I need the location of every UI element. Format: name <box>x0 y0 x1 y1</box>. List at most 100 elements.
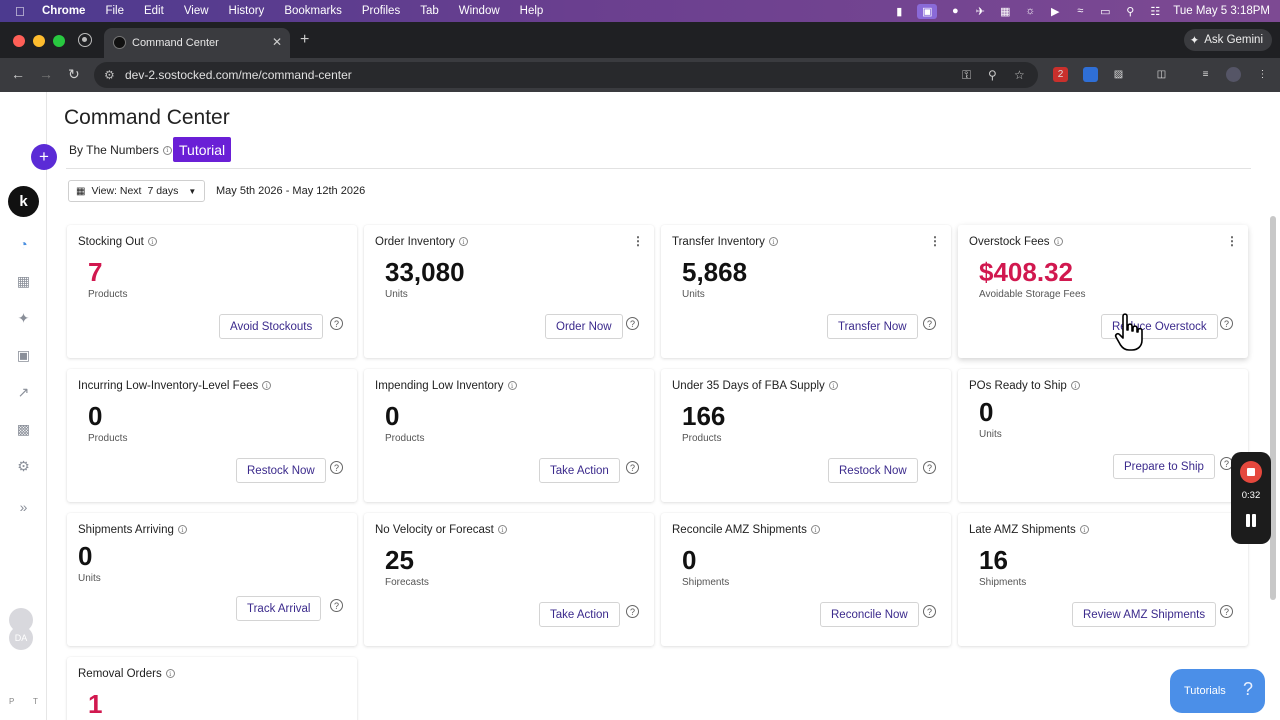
dashboard-gauge-icon[interactable]: ◔ <box>19 236 28 252</box>
help-icon[interactable]: ? <box>626 461 639 474</box>
track-arrival-button[interactable]: Track Arrival <box>236 596 322 621</box>
profile-avatar-icon[interactable] <box>1226 67 1241 82</box>
restock-now-button[interactable]: Restock Now <box>236 458 326 483</box>
control-center-icon[interactable]: ☷ <box>1150 5 1161 18</box>
settings-gears-icon[interactable]: ⚙ <box>17 457 30 474</box>
help-icon[interactable]: ? <box>330 599 343 612</box>
info-icon[interactable]: i <box>810 525 820 535</box>
side-panel-icon[interactable]: ◫ <box>1156 69 1167 80</box>
help-icon[interactable]: ? <box>330 317 343 330</box>
inventory-boxes-icon[interactable]: ▦ <box>16 272 31 289</box>
info-icon[interactable]: i <box>162 145 172 155</box>
expand-sidebar-icon[interactable]: » <box>19 499 28 515</box>
warehouse-icon[interactable]: ▣ <box>16 346 31 363</box>
menu-bookmarks[interactable]: Bookmarks <box>284 5 342 17</box>
help-icon[interactable]: ? <box>923 605 936 618</box>
menu-file[interactable]: File <box>105 5 124 17</box>
reload-icon[interactable]: ↻ <box>68 66 80 82</box>
help-icon[interactable]: ? <box>1220 605 1233 618</box>
help-icon[interactable]: ? <box>923 461 936 474</box>
extensions-puzzle-icon[interactable]: ▨ <box>1113 69 1124 80</box>
info-icon[interactable]: i <box>262 381 272 391</box>
password-key-icon[interactable]: ⚿ <box>962 68 972 82</box>
help-icon[interactable]: ? <box>1220 317 1233 330</box>
screen-share-icon[interactable]: ▣ <box>917 3 938 19</box>
accessibility-icon[interactable]: ☼ <box>1025 5 1036 17</box>
window-zoom-button[interactable] <box>53 35 65 47</box>
chrome-menu-icon[interactable]: ⋮ <box>1257 69 1268 80</box>
card-menu-icon[interactable]: ⋮ <box>929 234 941 248</box>
menu-view[interactable]: View <box>183 5 209 17</box>
info-icon[interactable]: i <box>768 237 778 247</box>
tab-close-icon[interactable]: ✕ <box>271 35 282 49</box>
take-action-button[interactable]: Take Action <box>539 602 620 627</box>
bar-chart-icon[interactable]: ▩ <box>16 420 31 437</box>
info-icon[interactable]: i <box>1070 381 1080 391</box>
info-icon[interactable]: i <box>497 525 507 535</box>
window-close-button[interactable] <box>13 35 25 47</box>
back-arrow-icon[interactable]: ← <box>11 66 25 82</box>
search-icon[interactable]: ⚲ <box>1126 5 1135 18</box>
wifi-icon[interactable]: ≈ <box>1077 5 1084 17</box>
address-bar[interactable]: ⚙ dev-2.sostocked.com/me/command-center … <box>94 62 1038 88</box>
info-icon[interactable]: i <box>1079 525 1089 535</box>
transfer-now-button[interactable]: Transfer Now <box>827 314 918 339</box>
tutorials-button[interactable]: Tutorials ? <box>1170 669 1265 713</box>
site-info-icon[interactable]: ⚙ <box>104 68 115 82</box>
menu-help[interactable]: Help <box>519 5 544 17</box>
sostocked-logo[interactable]: k <box>8 186 39 217</box>
avoid-stockouts-button[interactable]: Avoid Stockouts <box>219 314 324 339</box>
review-amz-shipments-button[interactable]: Review AMZ Shipments <box>1072 602 1217 627</box>
calendar-icon[interactable]: ▦ <box>1000 5 1011 18</box>
window-minimize-button[interactable] <box>33 35 45 47</box>
card-menu-icon[interactable]: ⋮ <box>1226 234 1238 248</box>
stop-recording-button[interactable] <box>1240 461 1262 483</box>
help-icon[interactable]: ? <box>626 605 639 618</box>
plane-icon[interactable]: ✈ <box>975 5 985 18</box>
menu-edit[interactable]: Edit <box>143 5 164 17</box>
quick-add-button[interactable]: + <box>31 144 57 170</box>
tutorial-button[interactable]: Tutorial <box>173 137 232 162</box>
menu-tab[interactable]: Tab <box>420 5 439 17</box>
zoom-icon[interactable]: ● <box>951 5 959 17</box>
restock-now-button[interactable]: Restock Now <box>828 458 918 483</box>
info-icon[interactable]: i <box>458 237 468 247</box>
card-menu-icon[interactable]: ⋮ <box>632 234 644 248</box>
info-icon[interactable]: i <box>147 237 157 247</box>
bookmark-star-icon[interactable]: ☆ <box>1014 68 1025 82</box>
extension-red-icon[interactable]: 2 <box>1053 67 1068 82</box>
menu-window[interactable]: Window <box>458 5 500 17</box>
info-icon[interactable]: i <box>1053 237 1063 247</box>
apple-icon[interactable]:  <box>15 4 29 19</box>
pause-recording-button[interactable] <box>1245 514 1257 528</box>
info-icon[interactable]: i <box>177 525 187 535</box>
forward-arrow-icon[interactable]: → <box>39 66 53 82</box>
help-icon[interactable]: ? <box>626 317 639 330</box>
menu-history[interactable]: History <box>228 5 265 17</box>
new-tab-icon[interactable]: + <box>300 31 310 48</box>
extension-blue-icon[interactable] <box>1083 67 1098 82</box>
reconcile-now-button[interactable]: Reconcile Now <box>820 602 919 627</box>
play-icon[interactable]: ▶ <box>1051 5 1060 18</box>
trend-chart-icon[interactable]: ↗ <box>17 383 30 400</box>
url-text[interactable]: dev-2.sostocked.com/me/command-center <box>125 68 352 82</box>
media-queue-icon[interactable]: ≡ <box>1202 69 1209 80</box>
page-scrollbar[interactable] <box>1270 216 1276 600</box>
info-icon[interactable]: i <box>165 669 175 679</box>
tab-recording-icon[interactable] <box>78 33 92 47</box>
magic-wand-icon[interactable]: ✦ <box>17 309 30 326</box>
info-icon[interactable]: i <box>507 381 517 391</box>
order-now-button[interactable]: Order Now <box>545 314 623 339</box>
menu-app-chrome[interactable]: Chrome <box>42 5 86 17</box>
menubar-clock[interactable]: Tue May 5 3:18PM <box>1173 5 1270 17</box>
menu-profiles[interactable]: Profiles <box>361 5 401 17</box>
user-avatar[interactable]: DA <box>9 626 33 650</box>
help-icon[interactable]: ? <box>330 461 343 474</box>
browser-tab-active[interactable]: Command Center ✕ <box>104 28 290 58</box>
view-range-select[interactable]: ▦ View: Next 7 days ▼ <box>68 180 205 202</box>
info-icon[interactable]: i <box>828 381 838 391</box>
zoom-magnifier-icon[interactable]: ⚲ <box>988 68 997 82</box>
help-icon[interactable]: ? <box>923 317 936 330</box>
battery-icon[interactable]: ▭ <box>1100 5 1111 18</box>
ask-gemini-button[interactable]: ✦ Ask Gemini <box>1183 29 1272 51</box>
